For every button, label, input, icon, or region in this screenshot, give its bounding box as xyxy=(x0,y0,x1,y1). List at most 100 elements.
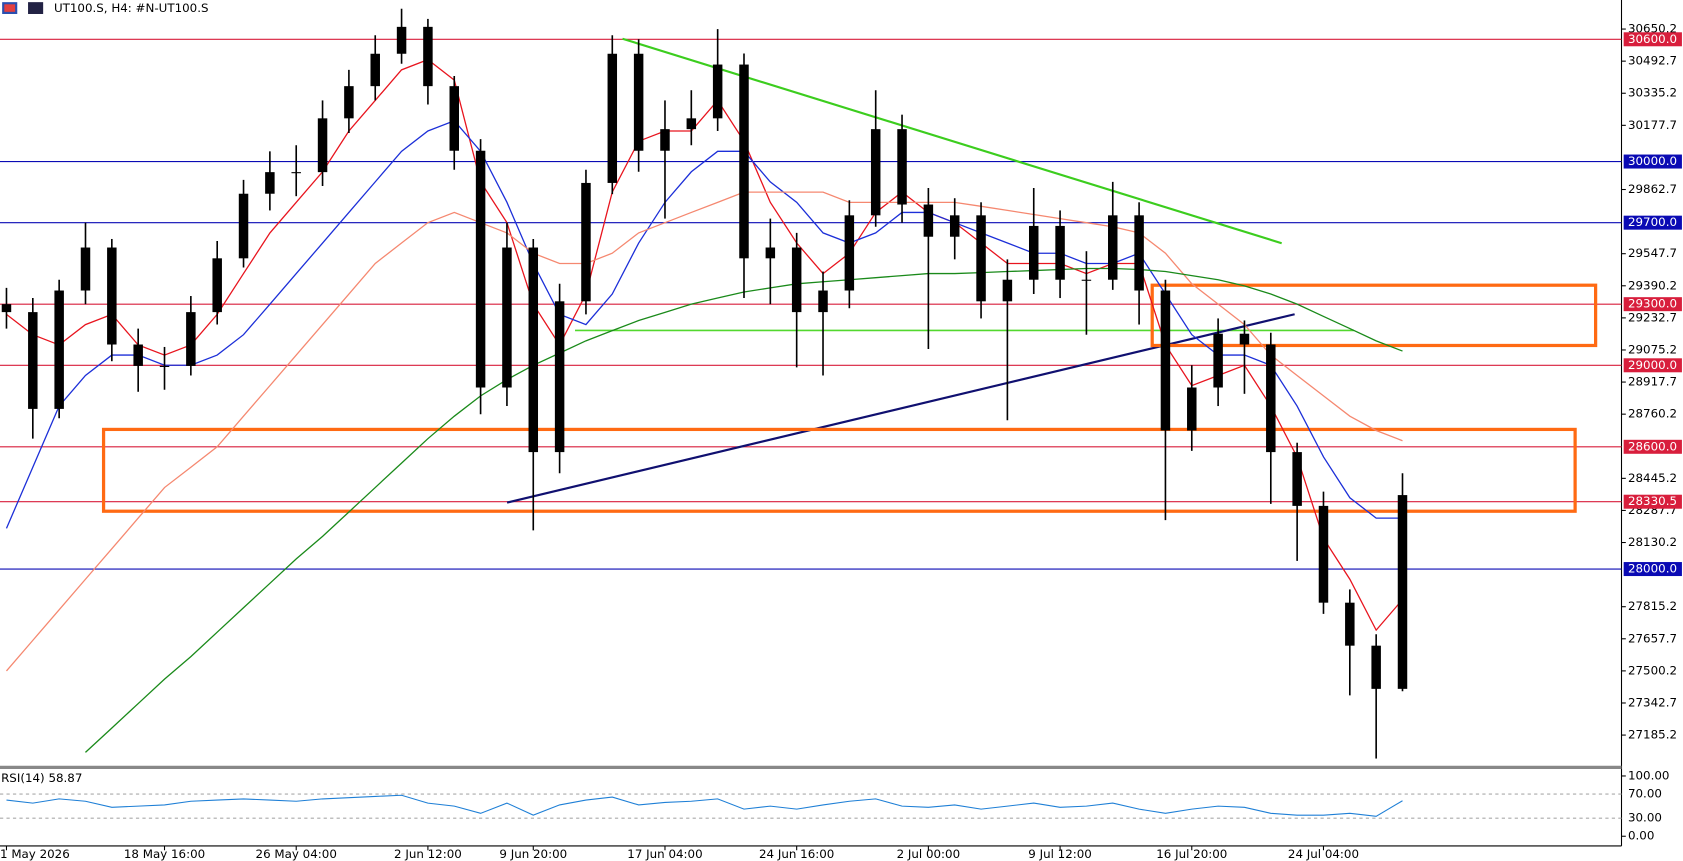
y-tick-label: 28445.2 xyxy=(1628,471,1677,485)
level-label: 28600.0 xyxy=(1628,439,1677,453)
candle-body xyxy=(1292,452,1302,506)
y-tick-label: 30492.7 xyxy=(1628,54,1677,68)
candle-body xyxy=(265,172,275,194)
candle-body xyxy=(712,64,723,119)
candle-body xyxy=(897,129,907,205)
candle-body xyxy=(1108,215,1118,280)
level-label: 30000.0 xyxy=(1628,154,1677,168)
candle-body xyxy=(923,204,934,237)
timeframe-icon xyxy=(28,2,44,14)
trendline xyxy=(622,37,1282,245)
candle-body xyxy=(28,312,38,409)
candle-body xyxy=(396,26,407,54)
candle-body xyxy=(528,247,539,453)
rsi-line xyxy=(6,794,1403,817)
candle-body xyxy=(581,182,591,302)
candle-body xyxy=(1081,279,1092,281)
x-tick-label: 2 Jul 00:00 xyxy=(897,847,961,861)
candle-body xyxy=(818,290,828,313)
y-tick-label: 30177.7 xyxy=(1628,118,1677,132)
y-tick-label: 29547.7 xyxy=(1628,246,1677,260)
level-label-box xyxy=(1623,494,1682,509)
y-tick-label: 27815.2 xyxy=(1628,599,1677,613)
y-tick-label: 27500.2 xyxy=(1628,663,1677,677)
candle-body xyxy=(976,215,986,302)
level-label-box xyxy=(1623,154,1682,169)
rsi-value: 58.87 xyxy=(48,771,82,785)
level-label: 29000.0 xyxy=(1628,358,1677,372)
y-tick-label: 28917.7 xyxy=(1628,375,1677,389)
candle-body xyxy=(739,64,749,259)
chart-title: UT100.S, H4: #N-UT100.S xyxy=(54,1,209,15)
candle-body xyxy=(317,118,328,173)
candle-body xyxy=(475,150,486,388)
y-tick-label: 27185.2 xyxy=(1628,728,1677,742)
rsi-tick-label: 70.00 xyxy=(1628,787,1662,801)
candle-body xyxy=(344,86,354,119)
x-tick-label: 1 May 2026 xyxy=(0,847,70,861)
levels xyxy=(0,38,1622,570)
level-label-box xyxy=(1623,32,1682,47)
y-tick-label: 29075.2 xyxy=(1628,342,1677,356)
level-label-box xyxy=(1623,358,1682,373)
x-tick-label: 24 Jul 04:00 xyxy=(1288,847,1359,861)
y-tick-label: 27657.7 xyxy=(1628,631,1677,645)
candle-body xyxy=(80,247,91,291)
x-tick-label: 18 May 16:00 xyxy=(124,847,205,861)
x-tick-label: 2 Jun 12:00 xyxy=(394,847,462,861)
candle-body xyxy=(212,258,222,313)
level-label: 28000.0 xyxy=(1628,562,1677,576)
candle-body xyxy=(1318,505,1329,603)
x-tick-label: 17 Jun 04:00 xyxy=(627,847,702,861)
candle-body xyxy=(449,86,459,151)
y-tick-label: 29862.7 xyxy=(1628,182,1677,196)
candle-body xyxy=(1397,495,1408,689)
rsi-name: RSI(14) xyxy=(1,771,45,785)
rsi-tick-label: 100.00 xyxy=(1628,768,1670,782)
x-tick-label: 9 Jun 20:00 xyxy=(499,847,567,861)
level-label-box xyxy=(1623,562,1682,577)
zone-box xyxy=(101,427,1577,513)
rsi-tick-label: 30.00 xyxy=(1628,811,1662,825)
candle-body xyxy=(870,129,881,216)
candle-body xyxy=(765,247,776,259)
level-label-box xyxy=(1623,215,1682,230)
candle-body xyxy=(1266,344,1276,453)
zone-box xyxy=(1150,283,1598,348)
candle-body xyxy=(238,193,249,259)
level-label: 28330.5 xyxy=(1628,494,1677,508)
rsi-tick-label: 0.00 xyxy=(1628,829,1654,843)
x-tick-label: 24 Jun 16:00 xyxy=(759,847,834,861)
candle-body xyxy=(1345,602,1355,646)
candle-body xyxy=(370,53,380,87)
drawing-objects xyxy=(101,37,1598,513)
candle-body xyxy=(1187,387,1197,431)
x-tick-label: 26 May 04:00 xyxy=(256,847,337,861)
candle-body xyxy=(133,344,143,366)
level-label: 29700.0 xyxy=(1628,215,1677,229)
candle-body xyxy=(791,247,802,313)
candle-body xyxy=(607,53,618,183)
y-tick-label: 30650.2 xyxy=(1628,22,1677,36)
candle-body xyxy=(844,215,855,291)
candle-body xyxy=(1,304,12,313)
candle-body xyxy=(159,365,170,367)
x-tick-label: 9 Jul 12:00 xyxy=(1028,847,1092,861)
y-tick-label: 30335.2 xyxy=(1628,86,1677,100)
candle-body xyxy=(291,172,301,174)
candle-body xyxy=(1134,215,1144,291)
y-tick-label: 29232.7 xyxy=(1628,310,1677,324)
candle-body xyxy=(1028,225,1039,280)
rsi-label: RSI(14) 58.87 xyxy=(1,771,82,785)
x-tick-label: 16 Jul 20:00 xyxy=(1156,847,1227,861)
level-label: 29300.0 xyxy=(1628,297,1677,311)
level-label: 30600.0 xyxy=(1628,32,1677,46)
candle-body xyxy=(660,129,670,151)
candles xyxy=(1,8,1408,759)
symbol-icon-inner xyxy=(4,4,16,12)
candle-body xyxy=(686,118,697,130)
candle-body xyxy=(949,215,960,237)
y-tick-label: 28760.2 xyxy=(1628,407,1677,421)
